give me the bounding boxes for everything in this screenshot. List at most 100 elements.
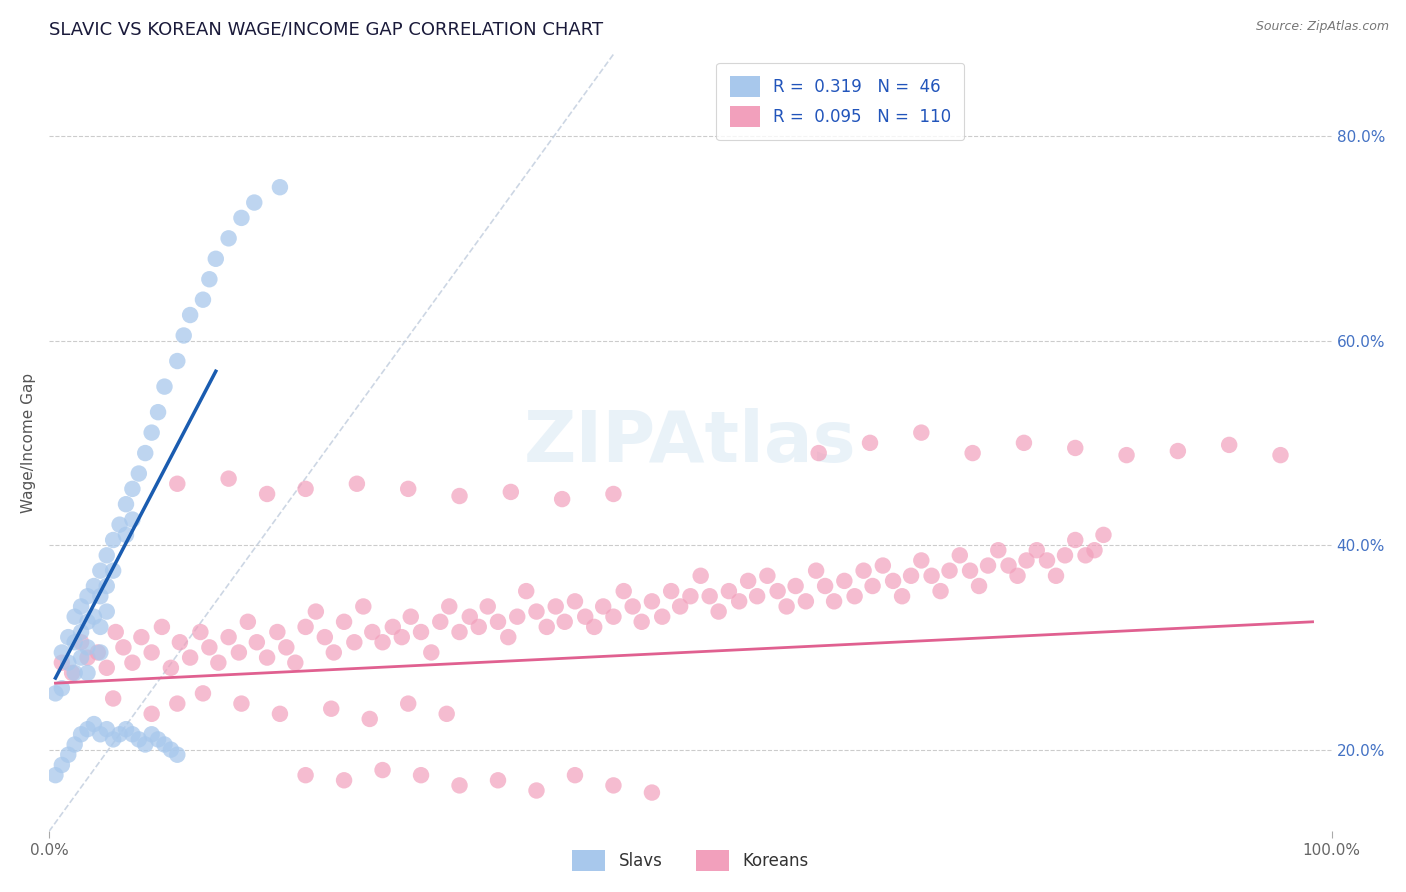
Point bbox=[592, 599, 614, 614]
Point bbox=[76, 589, 98, 603]
Point bbox=[101, 564, 124, 578]
Point bbox=[371, 763, 394, 777]
Point bbox=[506, 609, 529, 624]
Point bbox=[112, 640, 135, 655]
Point bbox=[76, 650, 98, 665]
Point bbox=[131, 630, 153, 644]
Point bbox=[583, 620, 606, 634]
Point bbox=[104, 625, 127, 640]
Point bbox=[823, 594, 845, 608]
Point bbox=[58, 630, 80, 644]
Point bbox=[621, 599, 644, 614]
Point bbox=[70, 650, 93, 665]
Point bbox=[236, 615, 259, 629]
Point bbox=[115, 528, 138, 542]
Point bbox=[256, 487, 278, 501]
Point bbox=[294, 620, 316, 634]
Point bbox=[128, 732, 150, 747]
Point bbox=[58, 656, 80, 670]
Point bbox=[314, 630, 336, 644]
Point bbox=[745, 589, 768, 603]
Point bbox=[679, 589, 702, 603]
Point bbox=[574, 609, 596, 624]
Point bbox=[862, 579, 884, 593]
Point bbox=[1012, 435, 1035, 450]
Point bbox=[276, 640, 298, 655]
Point bbox=[134, 738, 156, 752]
Point bbox=[231, 697, 253, 711]
Point bbox=[381, 620, 404, 634]
Point bbox=[1270, 448, 1292, 462]
Point bbox=[269, 706, 291, 721]
Point bbox=[997, 558, 1019, 573]
Point bbox=[399, 609, 422, 624]
Point bbox=[371, 635, 394, 649]
Point bbox=[60, 665, 83, 680]
Point bbox=[101, 691, 124, 706]
Point bbox=[613, 584, 636, 599]
Point bbox=[153, 379, 176, 393]
Point bbox=[775, 599, 797, 614]
Point bbox=[63, 665, 86, 680]
Point bbox=[166, 476, 188, 491]
Point bbox=[89, 727, 111, 741]
Point bbox=[477, 599, 499, 614]
Point bbox=[526, 605, 548, 619]
Point bbox=[551, 492, 574, 507]
Point bbox=[630, 615, 652, 629]
Point bbox=[191, 293, 214, 307]
Point bbox=[115, 722, 138, 736]
Point bbox=[554, 615, 576, 629]
Point bbox=[429, 615, 451, 629]
Legend: Slavs, Koreans: Slavs, Koreans bbox=[565, 844, 815, 878]
Point bbox=[70, 727, 93, 741]
Point bbox=[108, 517, 131, 532]
Point bbox=[228, 645, 250, 659]
Point bbox=[352, 599, 374, 614]
Point bbox=[409, 768, 432, 782]
Point bbox=[949, 549, 972, 563]
Point bbox=[449, 779, 471, 793]
Point bbox=[96, 722, 118, 736]
Point bbox=[101, 732, 124, 747]
Point bbox=[160, 661, 183, 675]
Point bbox=[891, 589, 914, 603]
Point bbox=[128, 467, 150, 481]
Point bbox=[191, 686, 214, 700]
Point bbox=[526, 783, 548, 797]
Point bbox=[361, 625, 384, 640]
Point bbox=[121, 482, 143, 496]
Point bbox=[1053, 549, 1076, 563]
Point bbox=[436, 706, 458, 721]
Point bbox=[89, 564, 111, 578]
Point bbox=[1074, 549, 1097, 563]
Point bbox=[807, 446, 830, 460]
Point bbox=[641, 786, 664, 800]
Point bbox=[76, 665, 98, 680]
Point bbox=[496, 630, 519, 644]
Point bbox=[83, 579, 105, 593]
Point bbox=[882, 574, 904, 588]
Point bbox=[333, 615, 356, 629]
Point bbox=[204, 252, 226, 266]
Point bbox=[87, 645, 110, 659]
Text: Source: ZipAtlas.com: Source: ZipAtlas.com bbox=[1256, 20, 1389, 33]
Point bbox=[51, 758, 73, 772]
Point bbox=[343, 635, 366, 649]
Point bbox=[1167, 444, 1189, 458]
Point bbox=[198, 272, 221, 286]
Point bbox=[96, 579, 118, 593]
Point bbox=[641, 594, 664, 608]
Point bbox=[51, 656, 73, 670]
Point bbox=[115, 497, 138, 511]
Text: ZIPAtlas: ZIPAtlas bbox=[524, 409, 856, 477]
Point bbox=[1115, 448, 1137, 462]
Point bbox=[959, 564, 981, 578]
Point bbox=[396, 697, 419, 711]
Point bbox=[121, 656, 143, 670]
Point bbox=[499, 484, 522, 499]
Point bbox=[852, 564, 875, 578]
Point bbox=[449, 489, 471, 503]
Point bbox=[346, 476, 368, 491]
Point bbox=[153, 738, 176, 752]
